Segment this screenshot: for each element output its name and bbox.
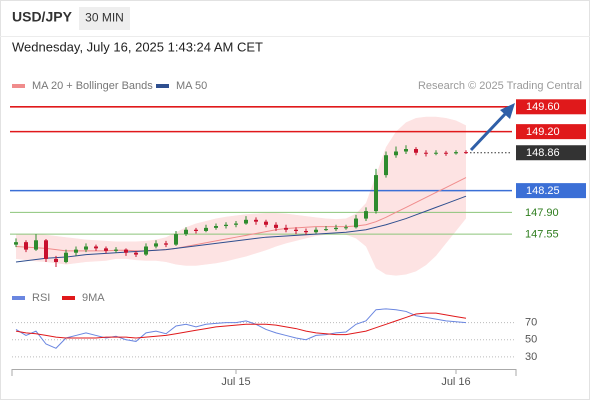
candle-body: [254, 219, 258, 222]
candle-body: [234, 223, 238, 225]
candle-body: [314, 229, 318, 233]
ma-line: [15, 195, 467, 263]
candle-body: [444, 152, 448, 154]
candle-body: [174, 234, 178, 245]
candle-body: [374, 175, 378, 212]
candle-body: [344, 227, 348, 229]
candle-body: [54, 258, 58, 263]
level-badge: [516, 183, 586, 199]
rsi-line: [15, 308, 467, 349]
legend-label: MA 20 + Bollinger Bands: [32, 80, 153, 92]
candle-body: [424, 152, 428, 154]
level-badge: [516, 124, 586, 140]
candle-body: [14, 242, 18, 245]
candle-body: [64, 252, 68, 263]
candle-body: [144, 246, 148, 255]
candle-body: [224, 224, 228, 227]
candle-body: [434, 152, 438, 154]
candle-body: [244, 219, 248, 224]
candle-body: [34, 240, 38, 250]
candle-body: [184, 229, 188, 235]
forecast-arrowhead: [500, 103, 515, 119]
candle-body: [284, 227, 288, 230]
rsi-tick-label: 70: [525, 316, 537, 328]
candle-body: [334, 227, 338, 230]
level-label: 147.55: [525, 228, 559, 240]
x-tick-label: Jul 15: [221, 376, 250, 388]
legend-label: 9MA: [82, 292, 105, 304]
symbol: USD/JPY: [12, 9, 73, 25]
forecast-arrow: [469, 110, 509, 152]
candle-body: [154, 243, 158, 247]
x-tick-label: Jul 16: [441, 376, 470, 388]
candle-body: [324, 229, 328, 231]
candle-body: [214, 226, 218, 228]
timeframe: 30 MIN: [85, 11, 124, 25]
candle-body: [264, 221, 268, 225]
candle-body: [94, 246, 98, 249]
candle-body: [164, 243, 168, 245]
candle-body: [114, 249, 118, 251]
credit: Research © 2025 Trading Central: [418, 80, 582, 92]
rsi-line: [15, 312, 467, 339]
candle-body: [24, 242, 28, 250]
candle-body: [134, 252, 138, 255]
candle-body: [274, 224, 278, 228]
candle-body: [74, 249, 78, 253]
level-label: 149.60: [526, 101, 560, 113]
candle-body: [84, 246, 88, 250]
candle-body: [304, 230, 308, 233]
candle-body: [104, 248, 108, 251]
candle-body: [364, 211, 368, 219]
candle-body: [294, 229, 298, 231]
level-badge: [516, 145, 586, 161]
candle-body: [124, 249, 128, 253]
candle-body: [194, 229, 198, 231]
candle-body: [454, 152, 458, 154]
rsi-tick-label: 30: [525, 351, 537, 363]
legend-label: RSI: [32, 292, 50, 304]
bollinger-band: [16, 116, 466, 276]
level-badge: [516, 99, 586, 115]
candle-body: [394, 151, 398, 156]
candle-body: [384, 155, 388, 176]
ma-line: [15, 177, 467, 252]
timeframe-box: [79, 7, 130, 30]
legend-label: MA 50: [176, 80, 207, 92]
rsi-tick-label: 50: [525, 334, 537, 346]
candle-body: [44, 240, 48, 259]
candle-body: [464, 152, 468, 154]
level-label: 147.90: [525, 207, 559, 219]
timestamp: Wednesday, July 16, 2025 1:43:24 AM CET: [12, 39, 263, 54]
candle-body: [404, 149, 408, 152]
candle-body: [354, 218, 358, 228]
candle-body: [204, 227, 208, 231]
level-label: 148.25: [526, 185, 560, 197]
candle-body: [414, 149, 418, 153]
level-label: 148.86: [526, 147, 560, 159]
level-label: 149.20: [526, 126, 560, 138]
